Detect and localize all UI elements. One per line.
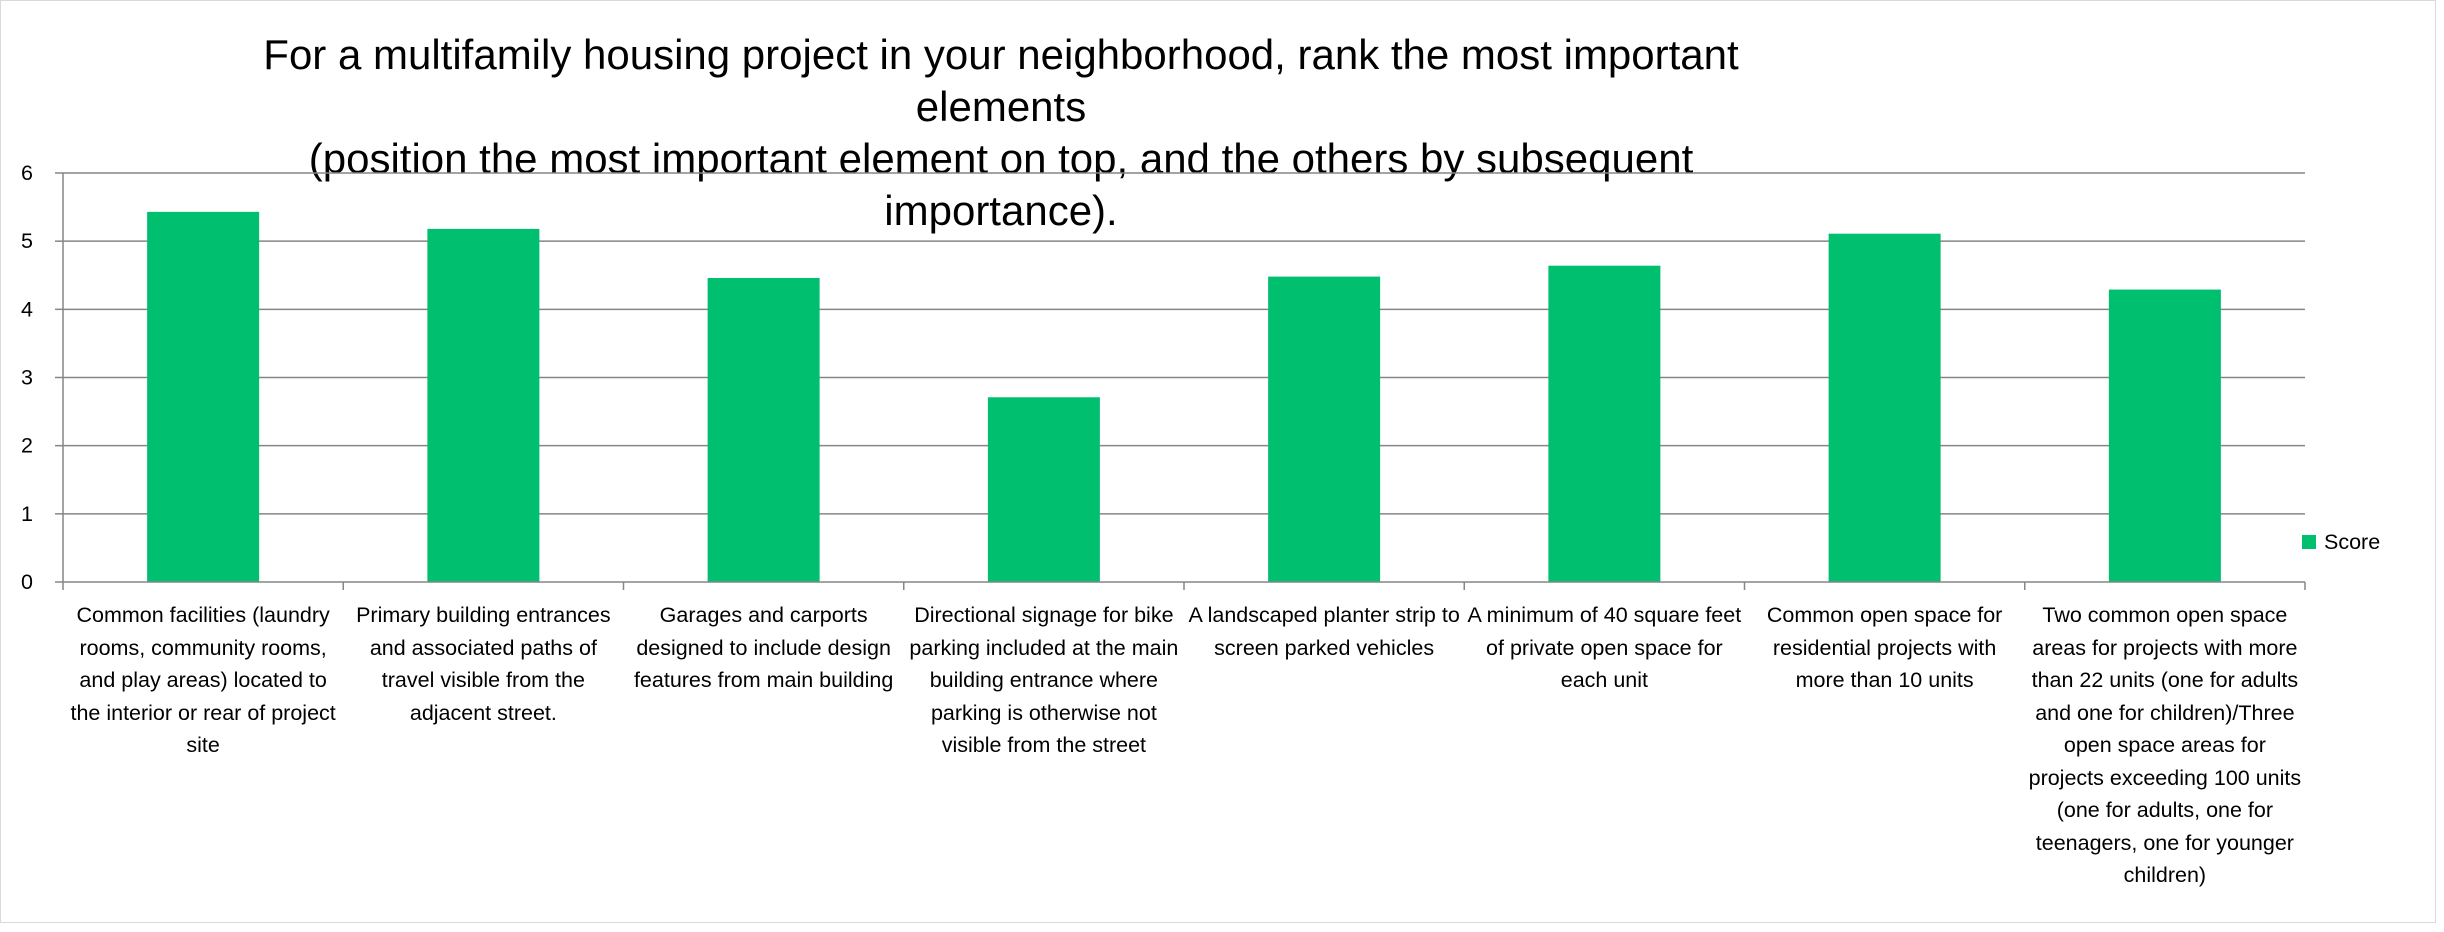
y-tick-label: 2 bbox=[21, 434, 33, 458]
bar-1 bbox=[147, 211, 260, 583]
bar-3 bbox=[707, 277, 820, 582]
y-tick-label: 6 bbox=[21, 161, 33, 185]
chart-title-line-2: (position the most important element on … bbox=[308, 135, 1694, 234]
legend-swatch-score bbox=[2302, 535, 2316, 549]
legend: Score bbox=[2302, 527, 2380, 557]
bar-2 bbox=[427, 228, 540, 582]
chart-title: For a multifamily housing project in you… bbox=[201, 29, 1801, 237]
y-tick-label: 1 bbox=[21, 502, 33, 526]
bar-4 bbox=[987, 397, 1100, 582]
y-tick-label: 5 bbox=[21, 229, 33, 253]
y-tick-label: 3 bbox=[21, 366, 33, 390]
chart-title-line-1: For a multifamily housing project in you… bbox=[263, 31, 1739, 130]
bar-5 bbox=[1268, 276, 1381, 582]
y-tick-label: 0 bbox=[21, 570, 33, 594]
bar-6 bbox=[1548, 265, 1661, 582]
y-tick-label: 4 bbox=[21, 297, 33, 321]
bar-7 bbox=[1828, 233, 1941, 582]
legend-label-score: Score bbox=[2324, 529, 2381, 554]
bar-8 bbox=[2108, 289, 2221, 582]
